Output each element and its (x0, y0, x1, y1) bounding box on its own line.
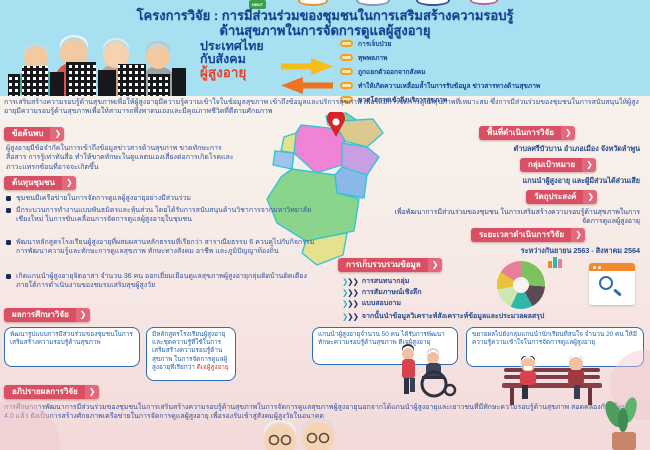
elderly-couple-illustration (252, 418, 348, 450)
target-group-text: แกนนำผู้สูงอายุ และผู้มีส่วนได้ส่วนเสีย (522, 176, 640, 185)
bar-chart-icon (548, 256, 564, 268)
section-badge-results: ผลการศึกษาวิจัย (4, 308, 90, 322)
map-pin-icon (327, 112, 345, 137)
chevron-right-icon (560, 126, 575, 140)
bullet-pill-icon (340, 40, 353, 47)
hero-caption-line1: ประเทศไทย (200, 39, 264, 53)
province-map (246, 112, 400, 272)
discussion-text: การศึกษาการพัฒนาการมีส่วนร่วมของชุมชนในก… (4, 404, 635, 421)
chevron-right-icon (50, 127, 65, 141)
objective-text: เพื่อพัฒนาการมีส่วนร่วมของชุมชน ในการเสร… (394, 209, 640, 226)
section-badge-data-collection: การเก็บรวบรวมข้อมูล (338, 258, 442, 272)
issue-label: ทุพพลภาพ (358, 55, 388, 63)
list-item: ขาดโอกาสเข้าถึงบริการสุขภาพ (340, 94, 646, 105)
chevron-right-icon (571, 228, 586, 242)
chevron-arrows-icon (342, 278, 358, 286)
badge-label: ข้อค้นพบ (4, 127, 51, 141)
badge-label: ระยะเวลาดำเนินการวิจัย (471, 228, 572, 242)
badge-label: การเก็บรวบรวมข้อมูล (338, 258, 428, 272)
section-badge-community-capital: ต้นทุนชุมชน (4, 176, 77, 190)
bullet-pill-icon (340, 96, 353, 104)
collection-label: การสัมภาษณ์เชิงลึก (361, 289, 422, 296)
chevron-right-icon (582, 158, 597, 172)
issue-label: ขาดโอกาสเข้าถึงบริการสุขภาพ (358, 97, 448, 105)
issue-label: ทำให้เกิดความเหลื่อมล้ำในการรับข้อมูล ข่… (358, 83, 541, 91)
elderly-group-city-illustration (8, 34, 198, 96)
intro-paragraph: การเสริมสร้างความรอบรู้ด้านสุขภาพเพื่อให… (4, 99, 639, 116)
chevron-right-icon (583, 190, 598, 204)
hero-caption-line3: ผู้สูงอายุ (200, 65, 247, 80)
badge-label: ผลการศึกษาวิจัย (4, 308, 76, 322)
collection-label: จากนั้นนำข้อมูลวิเคราะห์สังเคราะห์ข้อมูล… (361, 313, 545, 320)
list-item: ทุพพลภาพ (340, 52, 646, 63)
issue-label: ถูกแยกตัวออกจากสังคม (358, 69, 426, 77)
page-title-line1: โครงการวิจัย : การมีส่วนร่วมของชุมชนในกา… (136, 8, 514, 23)
badge-label: วัตถุประสงค์ (526, 190, 584, 204)
hero-caption-line2: กับสังคม (200, 52, 246, 66)
chevron-right-icon (427, 258, 442, 272)
list-item: จากนั้นนำข้อมูลวิเคราะห์สังเคราะห์ข้อมูล… (342, 311, 544, 322)
donut-chart-icon (497, 261, 545, 309)
bullet-pill-icon (340, 68, 353, 76)
chevron-arrows-icon (342, 300, 358, 308)
section-badge-target-group: กลุ่มเป้าหมาย (520, 158, 597, 172)
list-item: ทำให้เกิดความเหลื่อมล้ำในการรับข้อมูล ข่… (340, 80, 646, 91)
section-badge-objective: วัตถุประสงค์ (526, 190, 598, 204)
list-item: การสัมภาษณ์เชิงลึก (342, 287, 422, 298)
section-badge-findings: ข้อค้นพบ (4, 127, 65, 141)
bench-conversation-illustration (494, 356, 612, 406)
result-box-2-highlight: ดีเจผู้สูงอายุ (196, 363, 229, 371)
list-item: ชุมชนมีเครือข่ายในการจัดการดูแลผู้สูงอาย… (6, 194, 318, 203)
result-box-4: ขยายผลไปยังกลุ่มแกนนำนักเรียนที่สนใจ จำน… (466, 327, 644, 367)
list-item: การสนทนากลุ่ม (342, 276, 409, 287)
chevron-arrows-icon (342, 289, 358, 297)
page-title-line2: ด้านสุขภาพในการจัดการดูแลผู้สูงอายุ (219, 22, 431, 38)
hero-caption: ประเทศไทย กับสังคม ผู้สูงอายุ (200, 39, 280, 80)
result-box-2-text: มีหลักสูตรโรงเรียนผู้สูงอายุและชุดความรู… (152, 331, 228, 371)
result-box-2: มีหลักสูตรโรงเรียนผู้สูงอายุและชุดความรู… (146, 327, 236, 381)
section-badge-duration: ระยะเวลาดำเนินการวิจัย (471, 228, 586, 242)
university-logo: NBUT (249, 0, 266, 9)
collection-label: การสนทนากลุ่ม (361, 278, 410, 285)
magnifier-icon (599, 276, 613, 290)
duration-text: ระหว่างกันยายน 2563 - สิงหาคม 2564 (520, 246, 640, 255)
collection-label: แบบสอบถาม (361, 300, 401, 307)
plant-illustration (596, 396, 650, 450)
findings-text: ผู้สูงอายุมีข้อจำกัดในการเข้าถึงข้อมูลข่… (6, 145, 234, 171)
caregiver-wheelchair-illustration (384, 344, 462, 398)
list-item: มีกระบวนการทำงานแบบพันธมิตรและหุ้นส่วน โ… (6, 206, 318, 224)
list-item: ถูกแยกตัวออกจากสังคม (340, 66, 646, 77)
issue-label: การเจ็บป่วย (358, 41, 392, 48)
bullet-pill-icon (340, 54, 353, 62)
list-item: เกิดแกนนำผู้สูงอายุจิตอาสา จำนวน 36 คน อ… (6, 272, 318, 290)
study-area-text: ตำบลศรีบัวบาน อำเภอเมือง จังหวัดลำพูน (513, 144, 640, 153)
section-badge-discussion: อภิปรายผลการวิจัย (4, 385, 99, 399)
list-item: แบบสอบถาม (342, 298, 401, 309)
chevron-right-icon (62, 176, 77, 190)
bullet-pill-icon (340, 82, 353, 90)
list-item: การเจ็บป่วย (340, 38, 646, 49)
page-title: โครงการวิจัย : การมีส่วนร่วมของชุมชนในกา… (40, 8, 610, 38)
section-badge-study-area: พื้นที่ดำเนินการวิจัย (479, 126, 575, 140)
badge-label: อภิปรายผลการวิจัย (4, 385, 85, 399)
badge-label: พื้นที่ดำเนินการวิจัย (479, 126, 561, 140)
badge-label: ต้นทุนชุมชน (4, 176, 63, 190)
aging-issues-list: การเจ็บป่วย ทุพพลภาพ ถูกแยกตัวออกจากสังค… (340, 38, 646, 108)
chevron-right-icon (84, 385, 99, 399)
list-item: พัฒนาหลักสูตรโรงเรียนผู้สูงอายุที่ผสมผสา… (6, 238, 318, 256)
badge-label: กลุ่มเป้าหมาย (520, 158, 583, 172)
chevron-arrows-icon (342, 313, 358, 321)
chevron-right-icon (75, 308, 90, 322)
search-report-icon (589, 263, 635, 305)
result-box-1: พัฒนารูปแบบการมีส่วนร่วมของชุมชนในการเสร… (4, 327, 140, 367)
card-header (589, 263, 635, 271)
